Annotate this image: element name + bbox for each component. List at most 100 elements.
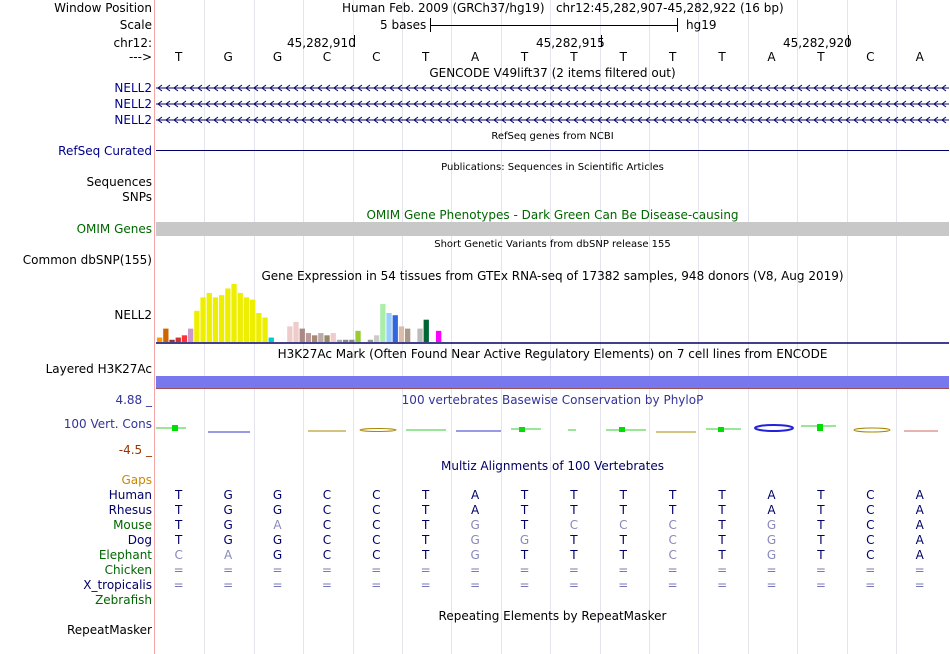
multiz-title[interactable]: Multiz Alignments of 100 Vertebrates (440, 459, 665, 473)
gtex-tissue-bar[interactable] (343, 339, 349, 342)
omim-label[interactable]: OMIM Genes (76, 222, 152, 236)
conservation-label[interactable]: 100 Vert. Cons (63, 417, 152, 431)
base-gridline (451, 0, 453, 654)
multiz-species-label[interactable]: X_tropicalis (83, 578, 152, 592)
gtex-tissue-bar[interactable] (293, 321, 299, 342)
gtex-tissue-bar[interactable] (380, 304, 386, 342)
gtex-tissue-bar[interactable] (318, 333, 324, 342)
multiz-species-label[interactable]: Elephant (98, 548, 152, 562)
h3k27ac-label[interactable]: Layered H3K27Ac (45, 362, 152, 376)
gencode-item-2-track[interactable] (156, 98, 949, 110)
gtex-tissue-bar[interactable] (219, 295, 225, 342)
gtex-tissue-bar[interactable] (212, 297, 219, 342)
base-letter: C (866, 50, 875, 64)
gtex-tissue-bar[interactable] (299, 328, 305, 342)
gtex-tissue-bar[interactable] (200, 297, 206, 342)
gencode-item-1-label[interactable]: NELL2 (114, 81, 152, 95)
multiz-species-label[interactable]: Zebrafish (95, 593, 152, 607)
gtex-tissue-bar[interactable] (305, 333, 312, 342)
gtex-tissue-bar[interactable] (386, 313, 392, 342)
multiz-species-label[interactable]: Rhesus (108, 503, 152, 517)
gtex-tissue-bar[interactable] (194, 310, 200, 342)
multiz-gaps-label[interactable]: Gaps (121, 473, 152, 487)
gtex-expression-chart[interactable] (156, 283, 949, 345)
refseq-label[interactable]: RefSeq Curated (58, 144, 152, 158)
gtex-tissue-bar[interactable] (188, 328, 194, 342)
multiz-base: T (570, 503, 578, 517)
gtex-title[interactable]: Gene Expression in 54 tissues from GTEx … (261, 269, 844, 283)
multiz-base: G (272, 548, 283, 562)
h3k27ac-title[interactable]: H3K27Ac Mark (Often Found Near Active Re… (277, 347, 828, 361)
dbsnp-label[interactable]: Common dbSNP(155) (22, 253, 152, 267)
publications-sequences-label[interactable]: Sequences (86, 175, 152, 189)
publications-title[interactable]: Publications: Sequences in Scientific Ar… (441, 162, 664, 173)
gtex-tissue-bar[interactable] (169, 339, 175, 342)
refseq-title[interactable]: RefSeq genes from NCBI (491, 131, 614, 142)
window-position-value[interactable]: Human Feb. 2009 (GRCh37/hg19) chr12:45,2… (342, 1, 784, 15)
position-tick-mark-3 (848, 35, 849, 47)
multiz-base: C (372, 533, 381, 547)
gtex-tissue-bar[interactable] (262, 317, 268, 342)
gtex-tissue-bar[interactable] (256, 313, 262, 342)
multiz-base: A (767, 488, 776, 502)
gtex-tissue-bar[interactable] (330, 333, 336, 342)
multiz-base: C (866, 488, 875, 502)
omim-title[interactable]: OMIM Gene Phenotypes - Dark Green Can Be… (366, 208, 739, 222)
base-gridline (550, 0, 552, 654)
refseq-gene-line[interactable] (156, 150, 949, 151)
multiz-base: = (420, 578, 431, 592)
gtex-label[interactable]: NELL2 (114, 308, 152, 322)
gtex-tissue-bar[interactable] (367, 339, 374, 342)
gtex-tissue-bar[interactable] (374, 335, 380, 342)
gtex-tissue-bar[interactable] (268, 337, 274, 342)
gtex-tissue-bar[interactable] (175, 337, 181, 342)
gtex-tissue-bar[interactable] (225, 288, 231, 342)
multiz-base: = (173, 563, 184, 577)
multiz-base: C (569, 518, 579, 532)
multiz-base: C (866, 548, 875, 562)
gtex-tissue-bar[interactable] (287, 326, 293, 342)
gtex-tissue-bar[interactable] (392, 315, 398, 342)
gtex-tissue-bar[interactable] (324, 335, 330, 342)
multiz-species-label[interactable]: Mouse (113, 518, 152, 532)
gtex-tissue-bar[interactable] (355, 330, 361, 342)
gtex-tissue-bar[interactable] (398, 326, 405, 342)
gencode-title[interactable]: GENCODE V49lift37 (2 items filtered out) (429, 66, 676, 80)
gtex-tissue-bar[interactable] (157, 337, 163, 342)
multiz-base: = (717, 563, 728, 577)
gencode-item-3-track[interactable] (156, 114, 949, 126)
gtex-tissue-bar[interactable] (237, 292, 243, 342)
multiz-base: T (718, 548, 726, 562)
conservation-title[interactable]: 100 vertebrates Basewise Conservation by… (401, 393, 704, 407)
gtex-tissue-bar[interactable] (336, 339, 343, 342)
publications-snps-label[interactable]: SNPs (122, 190, 152, 204)
multiz-base: = (519, 578, 530, 592)
gencode-item-3-label[interactable]: NELL2 (114, 113, 152, 127)
gtex-tissue-bar[interactable] (231, 284, 237, 342)
repeatmasker-title[interactable]: Repeating Elements by RepeatMasker (438, 609, 667, 623)
gtex-tissue-bar[interactable] (206, 292, 212, 342)
gtex-tissue-bar[interactable] (250, 299, 256, 342)
repeatmasker-label[interactable]: RepeatMasker (66, 623, 152, 637)
gencode-item-2-label[interactable]: NELL2 (114, 97, 152, 111)
base-letter: C (372, 50, 381, 64)
omim-phenotype-bar[interactable] (156, 222, 949, 236)
gtex-tissue-bar[interactable] (243, 297, 250, 342)
gencode-item-1-track[interactable] (156, 82, 949, 94)
gtex-tissue-bar[interactable] (312, 335, 318, 342)
gtex-tissue-bar[interactable] (405, 328, 411, 342)
multiz-species-label[interactable]: Dog (127, 533, 152, 547)
dbsnp-title[interactable]: Short Genetic Variants from dbSNP releas… (434, 239, 671, 250)
multiz-species-label[interactable]: Chicken (104, 563, 152, 577)
gtex-tissue-bar[interactable] (417, 328, 423, 342)
multiz-species-label[interactable]: Human (108, 488, 152, 502)
gtex-tissue-bar[interactable] (163, 328, 169, 342)
gtex-tissue-bar[interactable] (436, 330, 442, 342)
conservation-min-label: -4.5 _ (118, 443, 152, 457)
conservation-signal[interactable] (156, 418, 949, 438)
gtex-tissue-bar[interactable] (423, 319, 429, 342)
gtex-tissue-bar[interactable] (349, 339, 355, 342)
h3k27ac-signal-bar[interactable] (156, 376, 949, 388)
multiz-base: T (619, 533, 627, 547)
gtex-tissue-bar[interactable] (181, 335, 188, 342)
